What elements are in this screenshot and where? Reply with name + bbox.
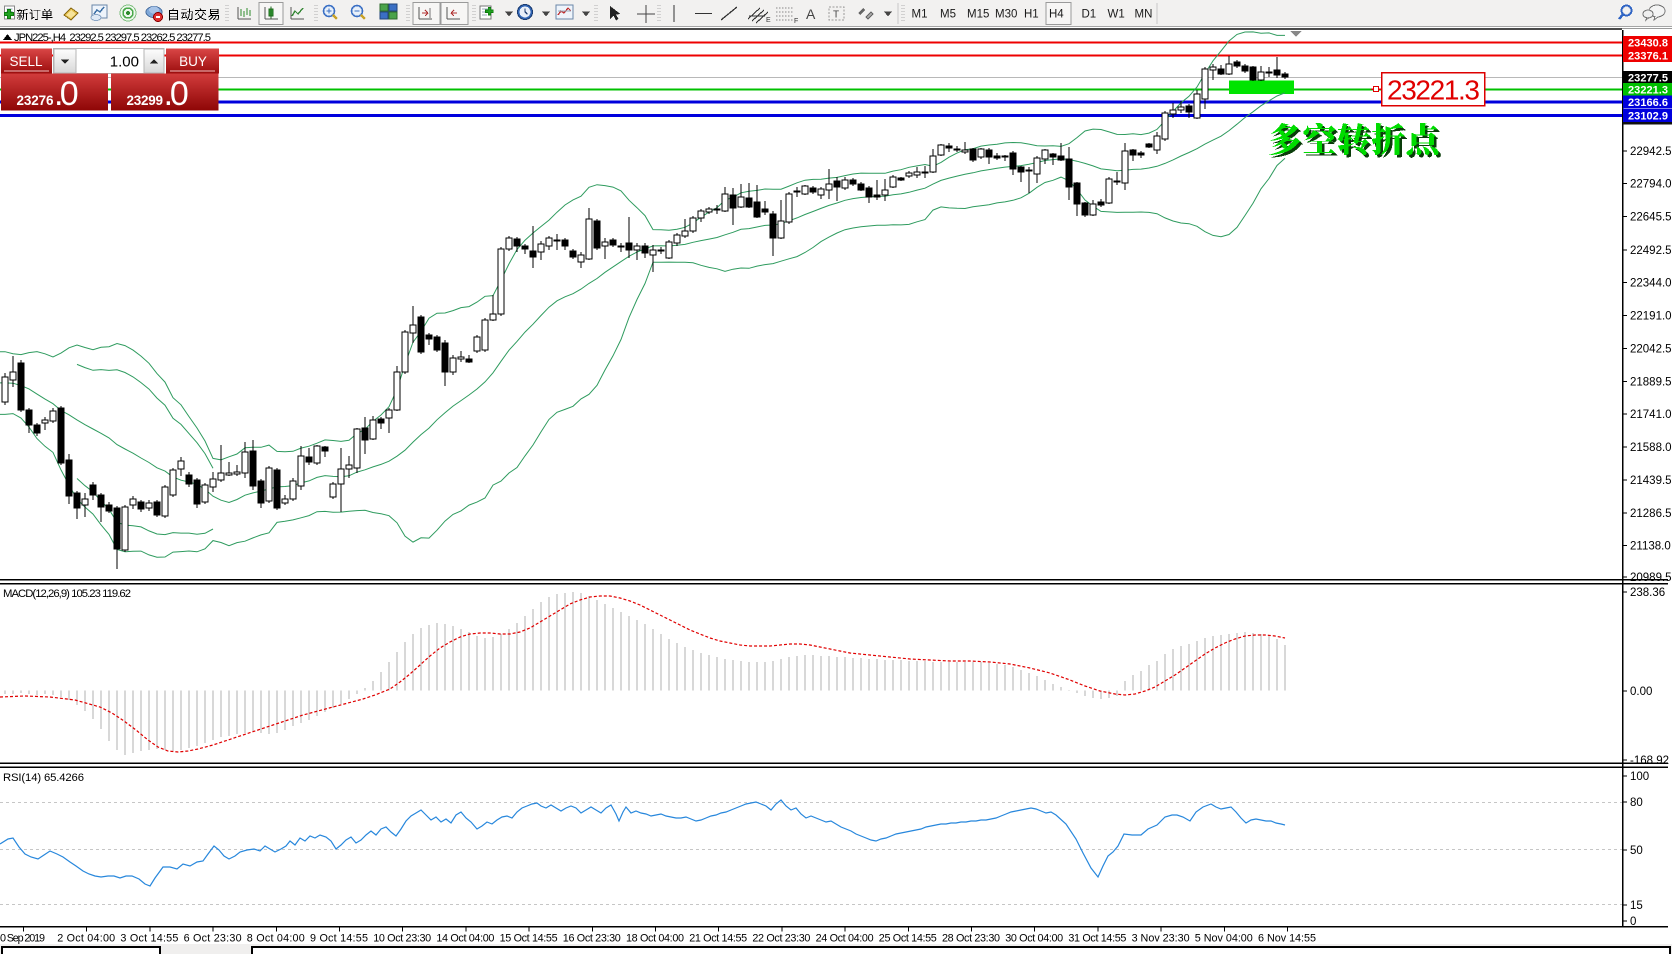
svg-text:9 Oct 14:55: 9 Oct 14:55 xyxy=(310,933,368,945)
svg-text:23102.9: 23102.9 xyxy=(1628,111,1668,123)
svg-text:21 Oct 14:55: 21 Oct 14:55 xyxy=(689,933,747,945)
svg-text:.: . xyxy=(164,75,173,113)
svg-text:6 Nov 14:55: 6 Nov 14:55 xyxy=(1258,933,1316,945)
svg-text:238.36: 238.36 xyxy=(1630,587,1665,599)
svg-text:3 Nov 23:30: 3 Nov 23:30 xyxy=(1132,933,1190,945)
svg-text:1.00: 1.00 xyxy=(110,54,139,71)
svg-text:0.00: 0.00 xyxy=(1630,686,1652,698)
svg-text:MN: MN xyxy=(1135,9,1153,21)
svg-text:22 Oct 23:30: 22 Oct 23:30 xyxy=(752,933,810,945)
svg-text:30 Oct 04:00: 30 Oct 04:00 xyxy=(1005,933,1063,945)
svg-text:MACD(12,26,9) 105.23 119.62: MACD(12,26,9) 105.23 119.62 xyxy=(3,588,131,600)
svg-text:22645.5: 22645.5 xyxy=(1630,211,1672,223)
svg-text:23221.3: 23221.3 xyxy=(1387,75,1480,106)
svg-text:18 Oct 04:00: 18 Oct 04:00 xyxy=(626,933,684,945)
svg-text:SELL: SELL xyxy=(9,54,43,69)
svg-text:F: F xyxy=(794,18,798,25)
svg-text:23299: 23299 xyxy=(127,93,164,108)
svg-text:A: A xyxy=(806,6,816,22)
svg-text:31 Oct 14:55: 31 Oct 14:55 xyxy=(1068,933,1126,945)
svg-text:H1: H1 xyxy=(1024,9,1039,21)
svg-text:21439.5: 21439.5 xyxy=(1630,475,1672,487)
svg-text:0: 0 xyxy=(170,75,189,113)
svg-text:D1: D1 xyxy=(1082,9,1097,21)
svg-text:80: 80 xyxy=(1630,797,1643,809)
svg-text:22492.5: 22492.5 xyxy=(1630,245,1672,257)
svg-text:10 Oct 23:30: 10 Oct 23:30 xyxy=(373,933,431,945)
svg-text:8 Oct 04:00: 8 Oct 04:00 xyxy=(247,933,305,945)
svg-text:22042.5: 22042.5 xyxy=(1630,343,1672,355)
svg-text:M15: M15 xyxy=(967,9,989,21)
svg-text:3 Oct 14:55: 3 Oct 14:55 xyxy=(120,933,178,945)
svg-text:-168.92: -168.92 xyxy=(1630,755,1669,767)
svg-text:BUY: BUY xyxy=(179,54,207,69)
svg-text:M1: M1 xyxy=(912,9,928,21)
svg-text:21286.5: 21286.5 xyxy=(1630,508,1672,520)
svg-text:2 Oct 04:00: 2 Oct 04:00 xyxy=(57,933,115,945)
svg-text:.: . xyxy=(54,75,63,113)
svg-text:23276: 23276 xyxy=(17,93,54,108)
svg-text:6 Oct 23:30: 6 Oct 23:30 xyxy=(184,933,242,945)
svg-text:23221.3: 23221.3 xyxy=(1628,85,1668,97)
svg-text:15 Oct 14:55: 15 Oct 14:55 xyxy=(500,933,558,945)
svg-text:5 Nov 04:00: 5 Nov 04:00 xyxy=(1195,933,1253,945)
svg-text:RSI(14) 65.4266: RSI(14) 65.4266 xyxy=(3,772,84,784)
svg-text:JPN225-,H4 23292.5 23297.5 23: JPN225-,H4 23292.5 23297.5 23262.5 23277… xyxy=(14,32,211,44)
svg-text:21741.0: 21741.0 xyxy=(1630,409,1672,421)
svg-text:23376.1: 23376.1 xyxy=(1628,51,1668,63)
svg-text:22794.0: 22794.0 xyxy=(1630,178,1672,190)
svg-text:22344.0: 22344.0 xyxy=(1630,277,1672,289)
svg-text:0: 0 xyxy=(60,75,79,113)
svg-text:W1: W1 xyxy=(1108,9,1125,21)
svg-text:21889.5: 21889.5 xyxy=(1630,376,1672,388)
svg-text:21138.0: 21138.0 xyxy=(1630,541,1671,553)
svg-text:15: 15 xyxy=(1630,900,1643,912)
svg-text:21588.0: 21588.0 xyxy=(1630,442,1672,454)
svg-text:T: T xyxy=(833,10,839,21)
svg-text:23277.5: 23277.5 xyxy=(1628,73,1668,85)
svg-text:16 Oct 23:30: 16 Oct 23:30 xyxy=(563,933,621,945)
svg-text:23166.6: 23166.6 xyxy=(1628,97,1668,109)
svg-text:22191.0: 22191.0 xyxy=(1630,310,1672,322)
svg-text:24 Oct 04:00: 24 Oct 04:00 xyxy=(816,933,874,945)
svg-text:23430.8: 23430.8 xyxy=(1628,38,1668,50)
svg-text:0 Sep 2019: 0 Sep 2019 xyxy=(0,933,45,945)
svg-text:22942.5: 22942.5 xyxy=(1630,146,1672,158)
svg-text:100: 100 xyxy=(1630,771,1649,783)
svg-text:20989.5: 20989.5 xyxy=(1630,572,1672,584)
svg-text:M5: M5 xyxy=(940,9,956,21)
svg-text:M30: M30 xyxy=(995,9,1017,21)
svg-text:14 Oct 04:00: 14 Oct 04:00 xyxy=(436,933,494,945)
svg-text:25 Oct 14:55: 25 Oct 14:55 xyxy=(879,933,937,945)
svg-text:E: E xyxy=(766,17,771,24)
svg-text:0: 0 xyxy=(1630,916,1636,928)
svg-text:28 Oct 23:30: 28 Oct 23:30 xyxy=(942,933,1000,945)
svg-text:50: 50 xyxy=(1630,845,1643,857)
svg-text:H4: H4 xyxy=(1049,9,1064,21)
